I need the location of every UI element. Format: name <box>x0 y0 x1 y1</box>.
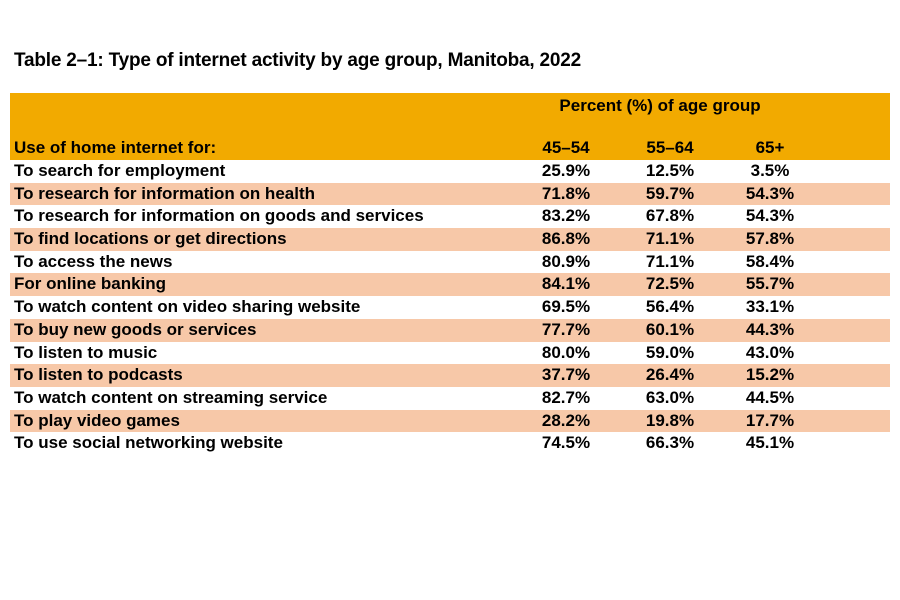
cell-value: 72.5% <box>645 274 695 294</box>
row-label: To research for information on goods and… <box>14 206 424 226</box>
table-row: To access the news 80.9% 71.1% 58.4% <box>10 250 890 274</box>
table-row: To play video games 28.2% 19.8% 17.7% <box>10 409 890 433</box>
cell-value: 54.3% <box>745 183 795 203</box>
table-title: Table 2–1: Type of internet activity by … <box>14 50 581 71</box>
row-label: To research for information on health <box>14 183 315 203</box>
cell-value: 56.4% <box>645 297 695 317</box>
cell-value: 57.8% <box>745 229 795 249</box>
table-row: To use social networking website 74.5% 66.… <box>10 432 890 455</box>
table-row: To research for information on health 71.… <box>10 182 890 206</box>
cell-value: 17.7% <box>745 410 795 430</box>
cell-value: 83.2% <box>541 206 591 226</box>
table-row: To listen to podcasts 37.7% 26.4% 15.2% <box>10 364 890 387</box>
table-row: To watch content on streaming service 82.… <box>10 386 890 410</box>
cell-value: 33.1% <box>745 297 795 317</box>
table-row: To buy new goods or services 77.7% 60.1% 44… <box>10 318 890 342</box>
cell-value: 60.1% <box>645 319 695 339</box>
cell-value: 63.0% <box>645 387 695 407</box>
cell-value: 77.7% <box>541 319 591 339</box>
row-label: To watch content on streaming service <box>14 387 328 407</box>
column-header-65-plus: 65+ <box>755 138 785 157</box>
cell-value: 67.8% <box>645 206 695 226</box>
cell-value: 71.1% <box>645 229 695 249</box>
cell-value: 12.5% <box>645 161 695 180</box>
cell-value: 54.3% <box>745 206 795 226</box>
cell-value: 69.5% <box>541 297 591 317</box>
row-label: For online banking <box>14 274 167 294</box>
table-header: Percent (%) of age group Use of home int… <box>10 93 890 160</box>
cell-value: 3.5% <box>750 161 790 180</box>
table-row: For online banking 84.1% 72.5% 55.7% <box>10 273 890 297</box>
cell-value: 58.4% <box>745 251 795 271</box>
cell-value: 44.5% <box>745 387 795 407</box>
cell-value: 71.8% <box>541 183 591 203</box>
column-header-55-64: 55–64 <box>646 138 694 157</box>
cell-value: 26.4% <box>645 365 695 385</box>
row-label: To access the news <box>14 251 173 271</box>
cell-value: 86.8% <box>541 229 591 249</box>
cell-value: 74.5% <box>541 433 591 453</box>
row-header-label: Use of home internet for: <box>14 138 217 157</box>
cell-value: 25.9% <box>541 161 591 180</box>
cell-value: 15.2% <box>745 365 795 385</box>
table-row: To listen to music 80.0% 59.0% 43.0% <box>10 341 890 365</box>
row-label: To play video games <box>14 410 180 430</box>
column-group-label: Percent (%) of age group <box>559 96 761 115</box>
row-label: To listen to music <box>14 342 158 362</box>
row-label: To buy new goods or services <box>14 319 257 339</box>
table-row: To research for information on goods and… <box>10 205 890 229</box>
table-row: To search for employment 25.9% 12.5% 3.5% <box>10 160 890 183</box>
row-label: To watch content on video sharing websit… <box>14 297 361 317</box>
cell-value: 71.1% <box>645 251 695 271</box>
row-label: To use social networking website <box>14 433 283 453</box>
cell-value: 19.8% <box>645 410 695 430</box>
cell-value: 66.3% <box>645 433 695 453</box>
cell-value: 55.7% <box>745 274 795 294</box>
row-label: To listen to podcasts <box>14 365 183 385</box>
cell-value: 45.1% <box>745 433 795 453</box>
cell-value: 37.7% <box>541 365 591 385</box>
cell-value: 80.0% <box>541 342 591 362</box>
column-header-45-54: 45–54 <box>542 138 590 157</box>
row-label: To search for employment <box>14 161 226 180</box>
cell-value: 59.7% <box>645 183 695 203</box>
data-table: Percent (%) of age group Use of home int… <box>10 93 890 455</box>
cell-value: 80.9% <box>541 251 591 271</box>
table-row: To watch content on video sharing websit… <box>10 296 890 319</box>
cell-value: 43.0% <box>745 342 795 362</box>
cell-value: 59.0% <box>645 342 695 362</box>
cell-value: 28.2% <box>541 410 591 430</box>
cell-value: 84.1% <box>541 274 591 294</box>
table-row: To find locations or get directions 86.8%… <box>10 228 890 251</box>
cell-value: 82.7% <box>541 387 591 407</box>
cell-value: 44.3% <box>745 319 795 339</box>
table-body: To search for employment 25.9% 12.5% 3.5% To… <box>10 160 890 455</box>
row-label: To find locations or get directions <box>14 229 287 249</box>
